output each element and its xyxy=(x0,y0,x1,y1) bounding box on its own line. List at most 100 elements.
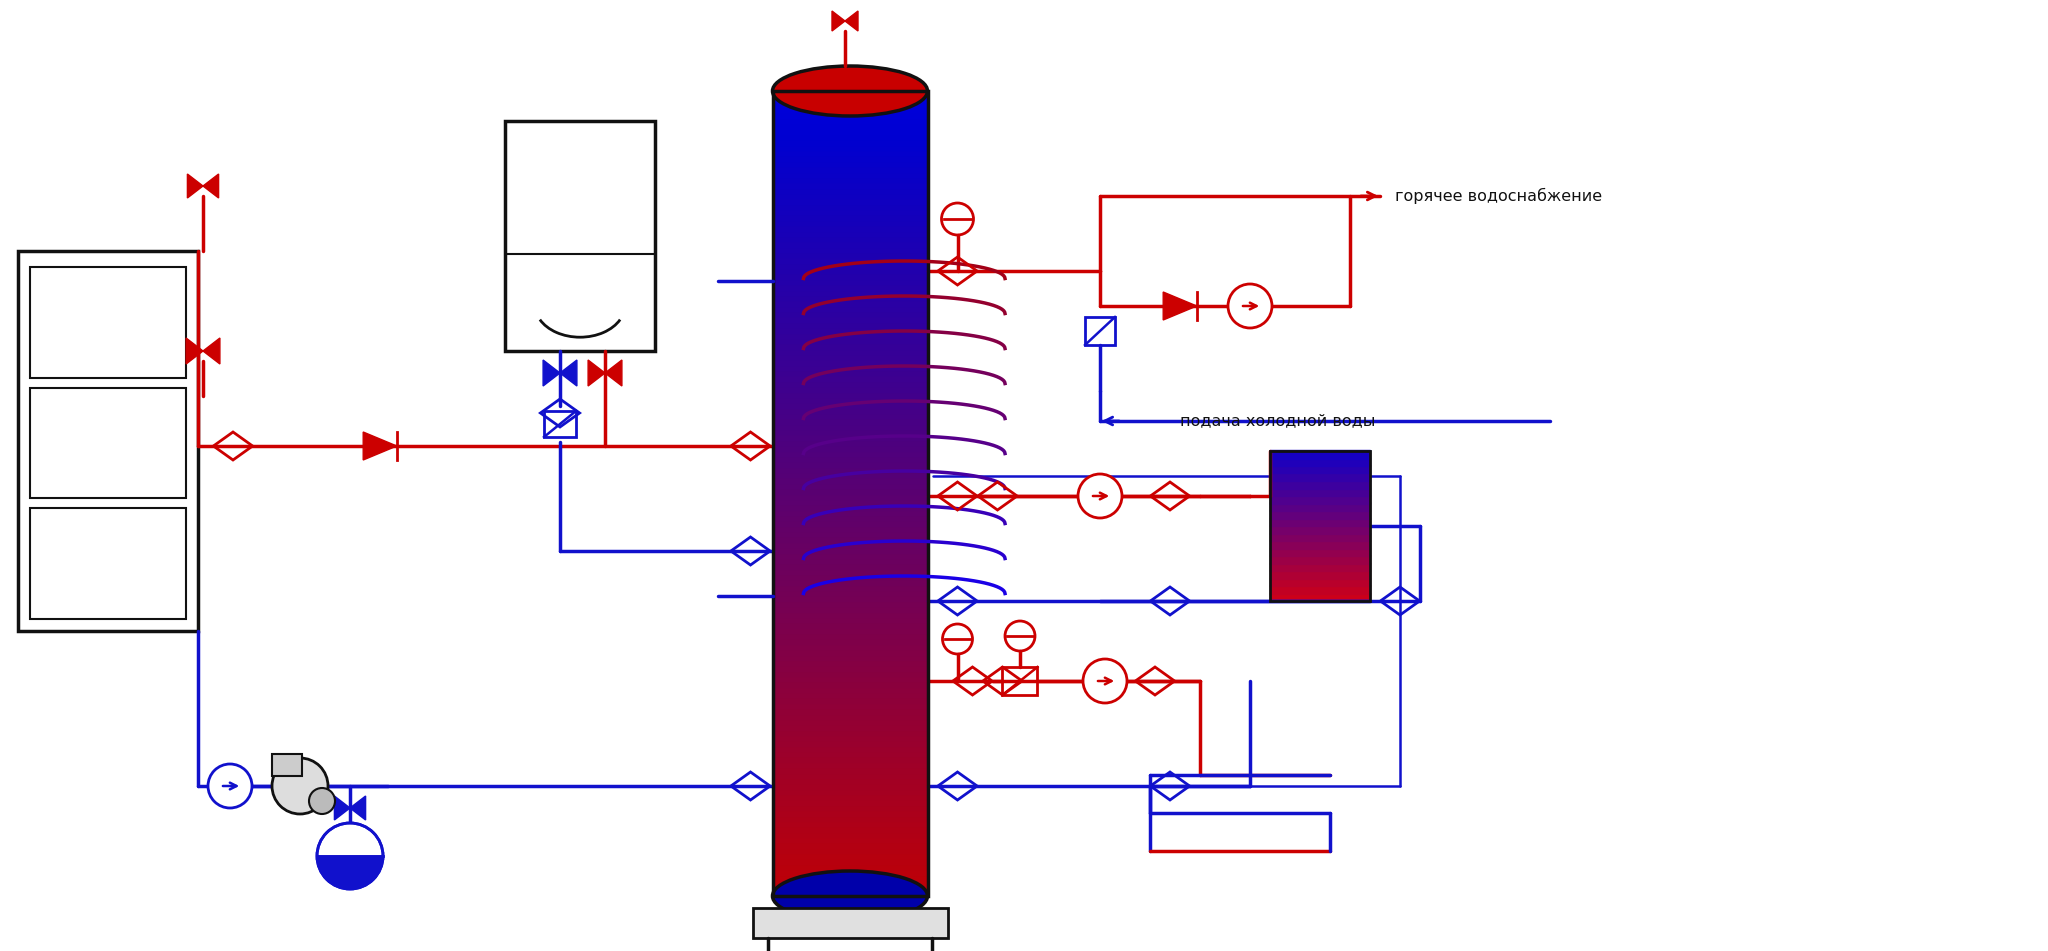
Bar xyxy=(772,341,928,349)
Bar xyxy=(772,524,928,531)
Circle shape xyxy=(1083,659,1126,703)
Bar xyxy=(772,203,928,209)
Bar xyxy=(1004,667,1038,695)
Bar xyxy=(772,594,928,601)
Bar xyxy=(772,116,928,124)
Polygon shape xyxy=(188,174,203,198)
Bar xyxy=(772,471,928,477)
Bar xyxy=(772,148,928,155)
Bar xyxy=(772,282,928,289)
Bar xyxy=(772,325,928,333)
Bar xyxy=(772,889,928,896)
Bar xyxy=(772,256,928,262)
Bar xyxy=(545,411,575,437)
Polygon shape xyxy=(831,11,846,31)
Bar xyxy=(772,728,928,735)
Bar xyxy=(772,492,928,499)
Bar xyxy=(772,191,928,199)
Bar xyxy=(772,95,928,102)
Bar xyxy=(772,278,928,284)
Bar xyxy=(772,229,928,236)
Bar xyxy=(772,309,928,317)
Bar xyxy=(1270,488,1370,496)
Bar xyxy=(772,804,928,810)
Bar xyxy=(772,438,928,445)
Bar xyxy=(772,337,928,343)
Ellipse shape xyxy=(772,871,928,921)
Bar xyxy=(506,121,655,351)
Bar xyxy=(772,396,928,402)
Circle shape xyxy=(209,764,252,808)
Polygon shape xyxy=(317,856,383,889)
Bar xyxy=(772,637,928,644)
Bar xyxy=(772,358,928,364)
Bar xyxy=(1270,577,1370,586)
Bar xyxy=(772,605,928,611)
Bar xyxy=(772,170,928,177)
Bar xyxy=(772,294,928,301)
Bar xyxy=(772,879,928,885)
Bar xyxy=(772,792,928,800)
Bar xyxy=(772,127,928,134)
Bar xyxy=(772,181,928,187)
Bar xyxy=(772,390,928,397)
Bar xyxy=(772,534,928,542)
Bar xyxy=(772,379,928,386)
Bar xyxy=(31,388,186,498)
Bar xyxy=(772,503,928,510)
Bar xyxy=(1270,585,1370,593)
Bar xyxy=(772,782,928,788)
Polygon shape xyxy=(1163,292,1196,320)
Bar xyxy=(772,272,928,279)
Bar xyxy=(772,363,928,370)
Bar xyxy=(772,717,928,725)
Bar xyxy=(772,262,928,268)
Bar xyxy=(1270,502,1370,511)
Bar xyxy=(772,611,928,617)
Ellipse shape xyxy=(772,66,928,116)
Bar xyxy=(772,546,928,553)
Bar xyxy=(772,111,928,118)
Bar xyxy=(1270,480,1370,489)
Bar xyxy=(772,347,928,354)
Bar xyxy=(772,551,928,558)
Bar xyxy=(772,186,928,193)
Bar xyxy=(772,755,928,762)
Bar xyxy=(772,154,928,161)
Circle shape xyxy=(1077,474,1122,518)
Bar xyxy=(772,540,928,547)
Bar xyxy=(772,873,928,880)
Bar xyxy=(1270,450,1370,458)
Bar xyxy=(772,315,928,321)
Bar xyxy=(1270,465,1370,474)
Bar xyxy=(18,251,199,631)
Bar xyxy=(772,138,928,145)
Bar xyxy=(772,680,928,687)
Bar xyxy=(772,100,928,107)
Polygon shape xyxy=(559,360,578,386)
Polygon shape xyxy=(350,796,367,820)
Bar xyxy=(772,455,928,461)
Bar xyxy=(772,412,928,418)
Bar xyxy=(772,223,928,230)
Bar xyxy=(772,701,928,708)
Circle shape xyxy=(309,788,336,814)
Bar xyxy=(772,422,928,429)
Bar xyxy=(772,696,928,703)
Bar xyxy=(772,374,928,380)
Bar xyxy=(772,234,928,242)
Bar xyxy=(772,384,928,392)
Bar xyxy=(772,428,928,435)
Bar xyxy=(772,556,928,563)
Bar xyxy=(772,197,928,204)
Bar xyxy=(772,642,928,650)
Bar xyxy=(772,530,928,536)
Bar xyxy=(772,369,928,376)
Bar xyxy=(772,745,928,751)
Bar xyxy=(772,648,928,654)
Bar xyxy=(772,165,928,171)
Bar xyxy=(772,353,928,359)
Bar xyxy=(1270,562,1370,571)
Circle shape xyxy=(272,758,328,814)
Bar xyxy=(772,733,928,741)
